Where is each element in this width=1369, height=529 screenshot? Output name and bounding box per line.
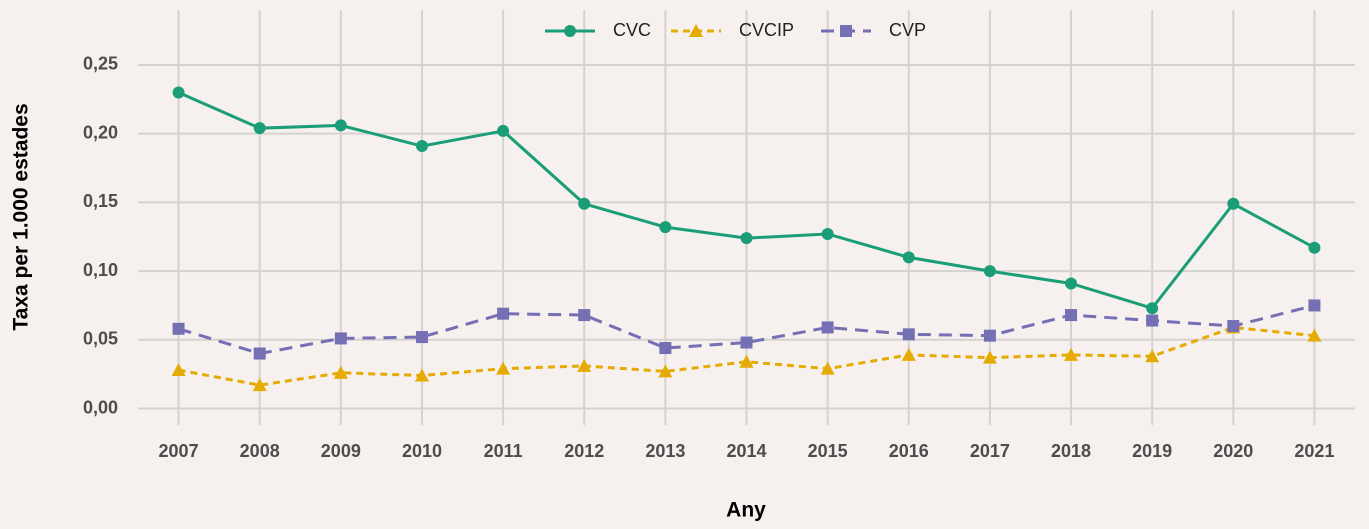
point <box>659 342 672 355</box>
point <box>1308 299 1321 312</box>
x-tick-label: 2021 <box>1294 441 1334 461</box>
point <box>333 365 348 379</box>
point <box>840 25 852 37</box>
point <box>689 24 703 37</box>
x-tick-label: 2020 <box>1213 441 1253 461</box>
point <box>414 368 429 382</box>
point <box>496 361 511 375</box>
y-tick-label: 0,05 <box>83 329 118 349</box>
y-tick-label: 0,10 <box>83 260 118 280</box>
point <box>658 364 673 378</box>
point <box>740 232 753 245</box>
x-tick-label: 2007 <box>159 441 199 461</box>
point <box>1308 241 1321 254</box>
x-tick-label: 2011 <box>484 441 523 461</box>
legend-label: CVP <box>889 20 926 40</box>
y-axis-label: Taxa per 1.000 estades <box>10 103 33 330</box>
point <box>983 265 996 278</box>
x-axis-label: Any <box>726 499 766 522</box>
point <box>577 358 592 372</box>
x-tick-label: 2014 <box>726 441 766 461</box>
point <box>740 336 753 349</box>
x-tick-label: 2018 <box>1051 441 1091 461</box>
x-tick-label: 2008 <box>240 441 280 461</box>
point <box>821 321 834 334</box>
point <box>578 197 591 210</box>
x-tick-label: 2013 <box>645 441 685 461</box>
point <box>334 119 347 132</box>
x-tick-label: 2012 <box>564 441 604 461</box>
point <box>253 122 266 135</box>
x-tick-label: 2017 <box>970 441 1010 461</box>
point <box>1307 328 1322 342</box>
point <box>659 221 672 234</box>
x-tick-label: 2009 <box>321 441 361 461</box>
point <box>821 227 834 240</box>
point <box>415 331 428 344</box>
point <box>902 328 915 341</box>
point <box>1146 314 1159 327</box>
point <box>1065 309 1078 322</box>
y-tick-label: 0,15 <box>83 191 118 211</box>
point <box>497 124 510 137</box>
point <box>901 347 916 361</box>
point <box>902 251 915 264</box>
series-line <box>178 325 1315 387</box>
series-line <box>178 303 1315 356</box>
x-tick-label: 2015 <box>808 441 848 461</box>
point <box>253 347 266 360</box>
point <box>1227 320 1240 333</box>
x-tick-label: 2019 <box>1132 441 1172 461</box>
point <box>578 309 591 322</box>
x-tick-label: 2010 <box>402 441 442 461</box>
point <box>172 322 185 335</box>
point <box>1065 277 1078 290</box>
point <box>1227 197 1240 210</box>
y-tick-label: 0,25 <box>83 54 118 74</box>
y-tick-label: 0,00 <box>83 397 118 417</box>
point <box>983 329 996 342</box>
point <box>172 86 185 99</box>
point <box>497 307 510 320</box>
legend-label: CVCIP <box>739 20 794 40</box>
point <box>1064 347 1079 361</box>
point <box>739 354 754 368</box>
legend-label: CVC <box>613 20 651 40</box>
point <box>982 350 997 364</box>
point <box>1146 302 1159 315</box>
y-tick-label: 0,20 <box>83 122 118 142</box>
point <box>252 378 267 392</box>
point <box>1145 349 1160 363</box>
point <box>334 332 347 345</box>
point <box>415 140 428 153</box>
point <box>820 361 835 375</box>
point <box>564 25 576 37</box>
x-tick-label: 2016 <box>889 441 929 461</box>
point <box>171 363 186 377</box>
